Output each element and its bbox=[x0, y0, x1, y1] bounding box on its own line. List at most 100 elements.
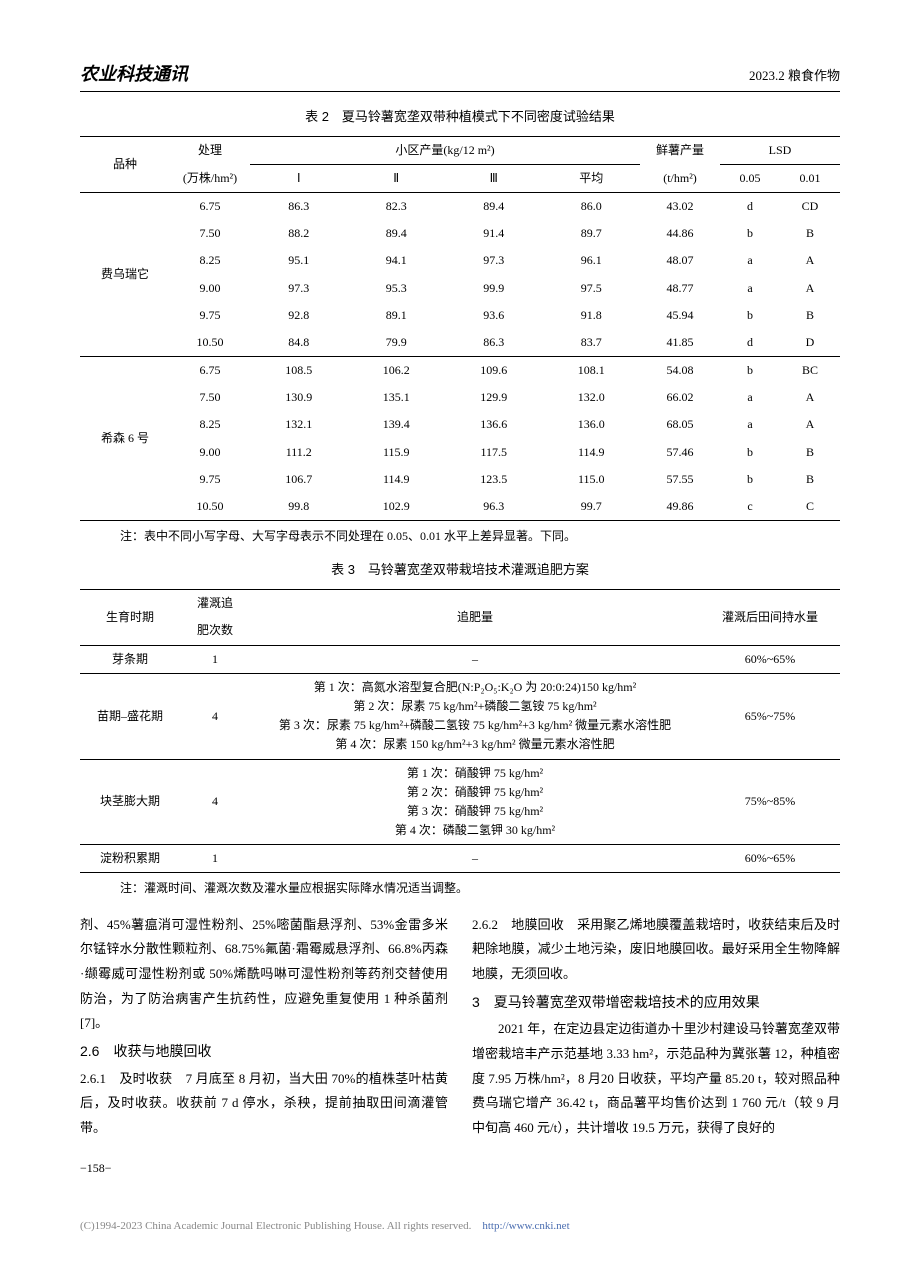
table-cell: 89.4 bbox=[445, 192, 543, 220]
table-cell: B bbox=[780, 439, 840, 466]
heading-2-6: 2.6 收获与地膜回收 bbox=[80, 1038, 448, 1065]
th-lsd05: 0.05 bbox=[720, 164, 780, 192]
th-treatment2: (万株/hm²) bbox=[170, 164, 250, 192]
body-text: 剂、45%薯瘟消可湿性粉剂、25%嘧菌酯悬浮剂、53%金雷多米尔锰锌水分散性颗粒… bbox=[80, 913, 840, 1141]
table-cell: 89.4 bbox=[348, 220, 446, 247]
table-cell: c bbox=[720, 493, 780, 521]
table-cell: b bbox=[720, 466, 780, 493]
table3-note: 注：灌溉时间、灌溉次数及灌水量应根据实际降水情况适当调整。 bbox=[120, 879, 840, 898]
th-c2: Ⅱ bbox=[348, 164, 446, 192]
table-cell: 95.3 bbox=[348, 275, 446, 302]
t3-stage: 生育时期 bbox=[80, 590, 180, 645]
th-fresh1: 鲜薯产量 bbox=[640, 136, 720, 164]
table-cell: 97.3 bbox=[445, 247, 543, 274]
table-cell: 57.55 bbox=[640, 466, 720, 493]
table-cell: 106.7 bbox=[250, 466, 348, 493]
table-cell: 97.3 bbox=[250, 275, 348, 302]
table3: 生育时期 灌溉追 追肥量 灌溉后田间持水量 肥次数 芽条期1–60%~65%苗期… bbox=[80, 589, 840, 873]
table-cell: 102.9 bbox=[348, 493, 446, 521]
amount-cell: 第 1 次：高氮水溶型复合肥(N:P₂O₅:K₂O 为 20:0:24)150 … bbox=[250, 673, 700, 759]
table-cell: 97.5 bbox=[543, 275, 641, 302]
table-cell: 7.50 bbox=[170, 384, 250, 411]
table-cell: 82.3 bbox=[348, 192, 446, 220]
table-cell: 95.1 bbox=[250, 247, 348, 274]
table-cell: 91.4 bbox=[445, 220, 543, 247]
table-cell: 111.2 bbox=[250, 439, 348, 466]
t3-amount: 追肥量 bbox=[250, 590, 700, 645]
table-cell: 43.02 bbox=[640, 192, 720, 220]
table-cell: B bbox=[780, 220, 840, 247]
times-cell: 1 bbox=[180, 645, 250, 673]
table-cell: a bbox=[720, 384, 780, 411]
times-cell: 4 bbox=[180, 759, 250, 845]
table-cell: 66.02 bbox=[640, 384, 720, 411]
table-cell: 99.7 bbox=[543, 493, 641, 521]
table-cell: 8.25 bbox=[170, 247, 250, 274]
table-cell: 88.2 bbox=[250, 220, 348, 247]
table-cell: 48.07 bbox=[640, 247, 720, 274]
water-cell: 65%~75% bbox=[700, 673, 840, 759]
table-cell: 129.9 bbox=[445, 384, 543, 411]
table-cell: 6.75 bbox=[170, 192, 250, 220]
table-cell: 84.8 bbox=[250, 329, 348, 357]
table-cell: 132.0 bbox=[543, 384, 641, 411]
table-cell: 86.0 bbox=[543, 192, 641, 220]
table-cell: a bbox=[720, 411, 780, 438]
table-cell: 9.00 bbox=[170, 275, 250, 302]
table-cell: 10.50 bbox=[170, 493, 250, 521]
table-cell: A bbox=[780, 411, 840, 438]
table-cell: 114.9 bbox=[348, 466, 446, 493]
table-cell: 96.3 bbox=[445, 493, 543, 521]
th-fresh2: (t/hm²) bbox=[640, 164, 720, 192]
table-cell: A bbox=[780, 275, 840, 302]
table-cell: 54.08 bbox=[640, 357, 720, 385]
table-cell: 10.50 bbox=[170, 329, 250, 357]
table-cell: 45.94 bbox=[640, 302, 720, 329]
table-cell: 48.77 bbox=[640, 275, 720, 302]
body-261: 2.6.1 及时收获 7 月底至 8 月初，当大田 70%的植株茎叶枯黄后，及时… bbox=[80, 1067, 448, 1141]
table-cell: 108.5 bbox=[250, 357, 348, 385]
amount-cell: – bbox=[250, 845, 700, 873]
table-cell: 106.2 bbox=[348, 357, 446, 385]
table-cell: a bbox=[720, 247, 780, 274]
table-cell: 9.75 bbox=[170, 466, 250, 493]
table-cell: 117.5 bbox=[445, 439, 543, 466]
table-cell: A bbox=[780, 247, 840, 274]
table-cell: 68.05 bbox=[640, 411, 720, 438]
table-cell: 135.1 bbox=[348, 384, 446, 411]
page-number: −158− bbox=[80, 1159, 840, 1178]
body-262: 2.6.2 地膜回收 采用聚乙烯地膜覆盖栽培时，收获结束后及时耙除地膜，减少土地… bbox=[472, 913, 840, 987]
table-cell: 130.9 bbox=[250, 384, 348, 411]
table-cell: 41.85 bbox=[640, 329, 720, 357]
times-cell: 4 bbox=[180, 673, 250, 759]
table-cell: b bbox=[720, 357, 780, 385]
table-cell: A bbox=[780, 384, 840, 411]
table-cell: 99.9 bbox=[445, 275, 543, 302]
page-header: 农业科技通讯 2023.2 粮食作物 bbox=[80, 60, 840, 92]
th-c1: Ⅰ bbox=[250, 164, 348, 192]
footer-link[interactable]: http://www.cnki.net bbox=[482, 1220, 569, 1232]
table-cell: 89.7 bbox=[543, 220, 641, 247]
table-cell: 115.9 bbox=[348, 439, 446, 466]
table-cell: CD bbox=[780, 192, 840, 220]
th-plotyield: 小区产量(kg/12 m²) bbox=[250, 136, 640, 164]
body-p3: 2021 年，在定边县定边街道办十里沙村建设马铃薯宽垄双带增密栽培丰产示范基地 … bbox=[472, 1017, 840, 1140]
heading-3: 3 夏马铃薯宽垄双带增密栽培技术的应用效果 bbox=[472, 989, 840, 1016]
issue-section: 2023.2 粮食作物 bbox=[749, 66, 840, 87]
table-cell: 9.75 bbox=[170, 302, 250, 329]
table-cell: C bbox=[780, 493, 840, 521]
table-cell: 57.46 bbox=[640, 439, 720, 466]
times-cell: 1 bbox=[180, 845, 250, 873]
table-cell: 115.0 bbox=[543, 466, 641, 493]
table-cell: 96.1 bbox=[543, 247, 641, 274]
table-cell: D bbox=[780, 329, 840, 357]
variety-cell: 希森 6 号 bbox=[80, 357, 170, 521]
table-cell: 7.50 bbox=[170, 220, 250, 247]
t3-water: 灌溉后田间持水量 bbox=[700, 590, 840, 645]
table2-title: 表 2 夏马铃薯宽垄双带种植模式下不同密度试验结果 bbox=[80, 107, 840, 128]
table-cell: b bbox=[720, 302, 780, 329]
table-cell: a bbox=[720, 275, 780, 302]
table2: 品种 处理 小区产量(kg/12 m²) 鲜薯产量 LSD (万株/hm²) Ⅰ… bbox=[80, 136, 840, 522]
body-p1: 剂、45%薯瘟消可湿性粉剂、25%嘧菌酯悬浮剂、53%金雷多米尔锰锌水分散性颗粒… bbox=[80, 913, 448, 1036]
th-lsd: LSD bbox=[720, 136, 840, 164]
